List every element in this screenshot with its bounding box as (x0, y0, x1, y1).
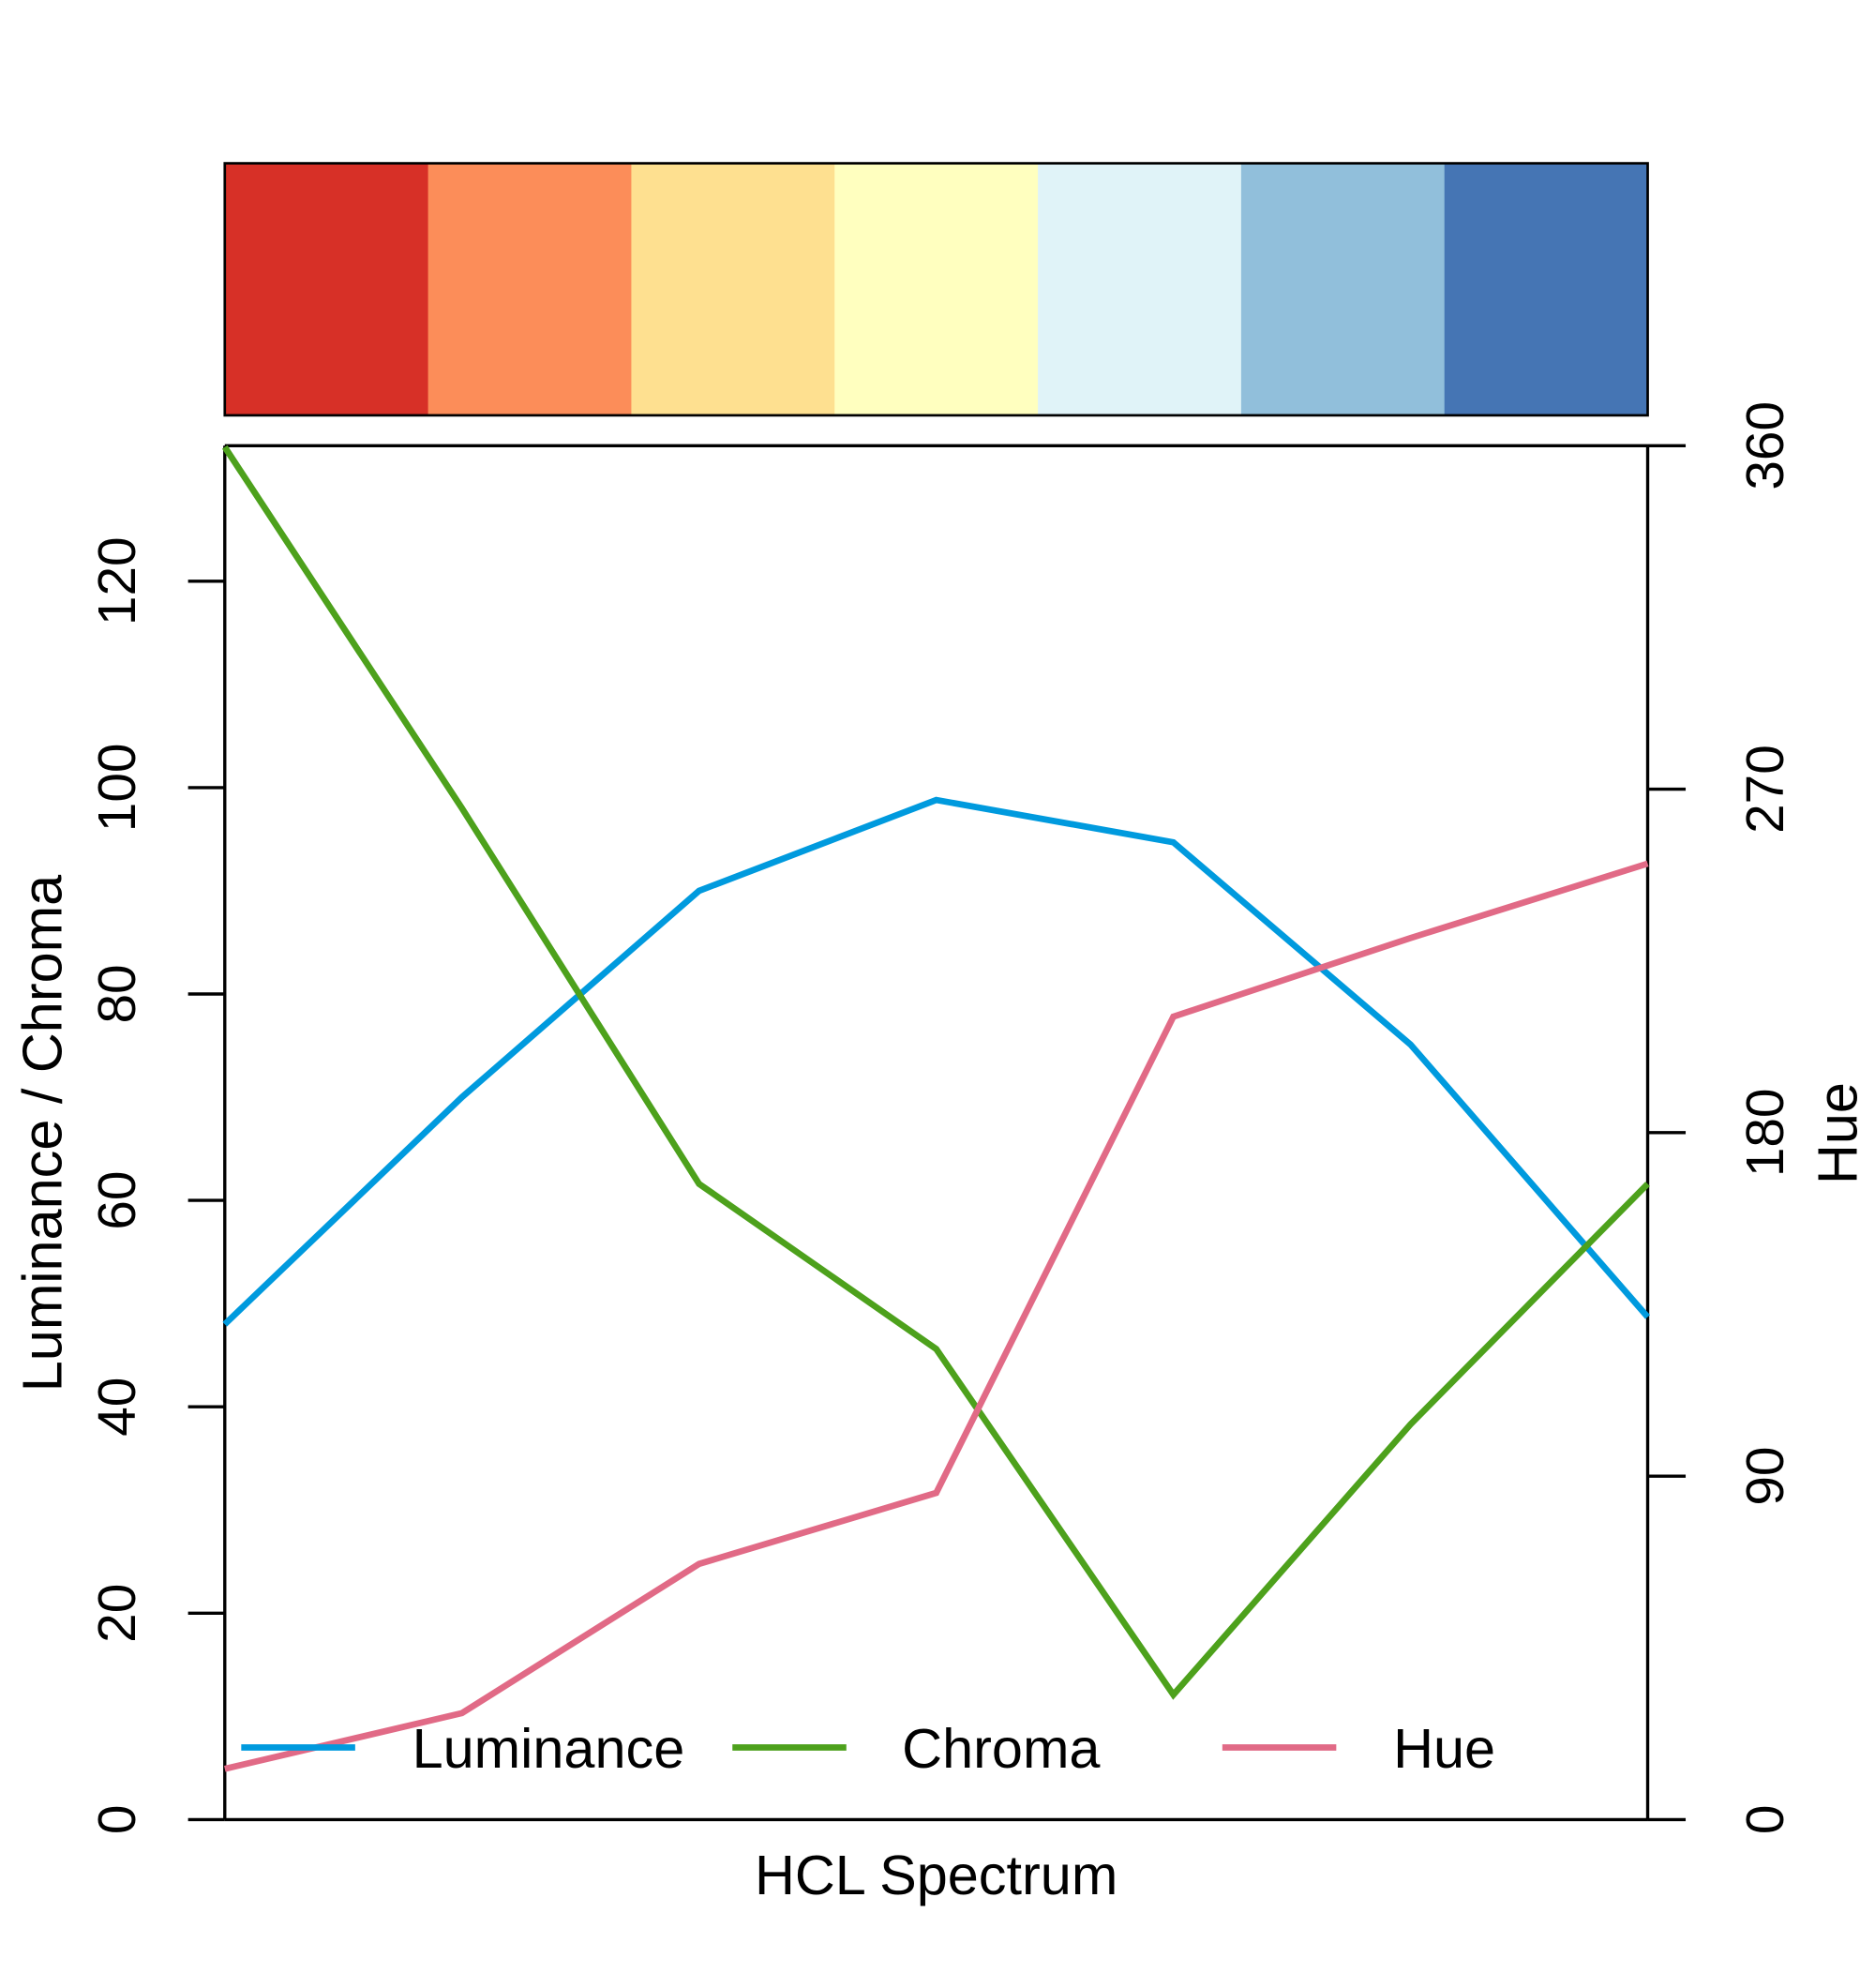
series-line-luminance (222, 796, 1651, 1327)
y-tick-label: 40 (88, 1378, 147, 1437)
y-tick-label: 60 (88, 1171, 147, 1230)
y2-tick-label: 180 (1736, 1089, 1795, 1178)
y-tick-label: 100 (88, 744, 147, 833)
y2-tick-label: 270 (1736, 745, 1795, 834)
series-lines (221, 444, 1651, 1772)
swatch-border (223, 161, 1649, 417)
y2-tick-label: 360 (1736, 401, 1795, 490)
y-tick-label: 120 (88, 536, 147, 625)
y-tick-label: 80 (88, 964, 147, 1023)
color-swatch (428, 163, 633, 415)
y2-tick-label: 0 (1736, 1805, 1795, 1835)
legend-label-chroma: Chroma (902, 1717, 1101, 1780)
color-swatch (224, 163, 429, 415)
color-swatch (1444, 163, 1649, 415)
x-axis-label: HCL Spectrum (755, 1844, 1118, 1906)
legend: Luminance Chroma Hue (241, 1717, 1495, 1780)
color-swatch (834, 163, 1039, 415)
color-swatch (1240, 163, 1446, 415)
color-swatch (631, 163, 835, 415)
y-tick-label: 0 (88, 1805, 147, 1835)
y-tick-label: 20 (88, 1584, 147, 1643)
series-line-chroma (221, 444, 1650, 1700)
y2-axis-label: Hue (1806, 1082, 1868, 1184)
axes: 0 20 40 60 80 100 120 0 90 180 270 360 (88, 401, 1795, 1834)
series-line-hue (223, 860, 1649, 1772)
legend-label-luminance: Luminance (412, 1717, 685, 1780)
legend-label-hue: Hue (1393, 1717, 1495, 1780)
color-swatch (1038, 163, 1242, 415)
color-swatch-bar (223, 161, 1649, 417)
y-axis-label: Luminance / Chroma (11, 874, 74, 1392)
y2-tick-label: 90 (1736, 1447, 1795, 1506)
